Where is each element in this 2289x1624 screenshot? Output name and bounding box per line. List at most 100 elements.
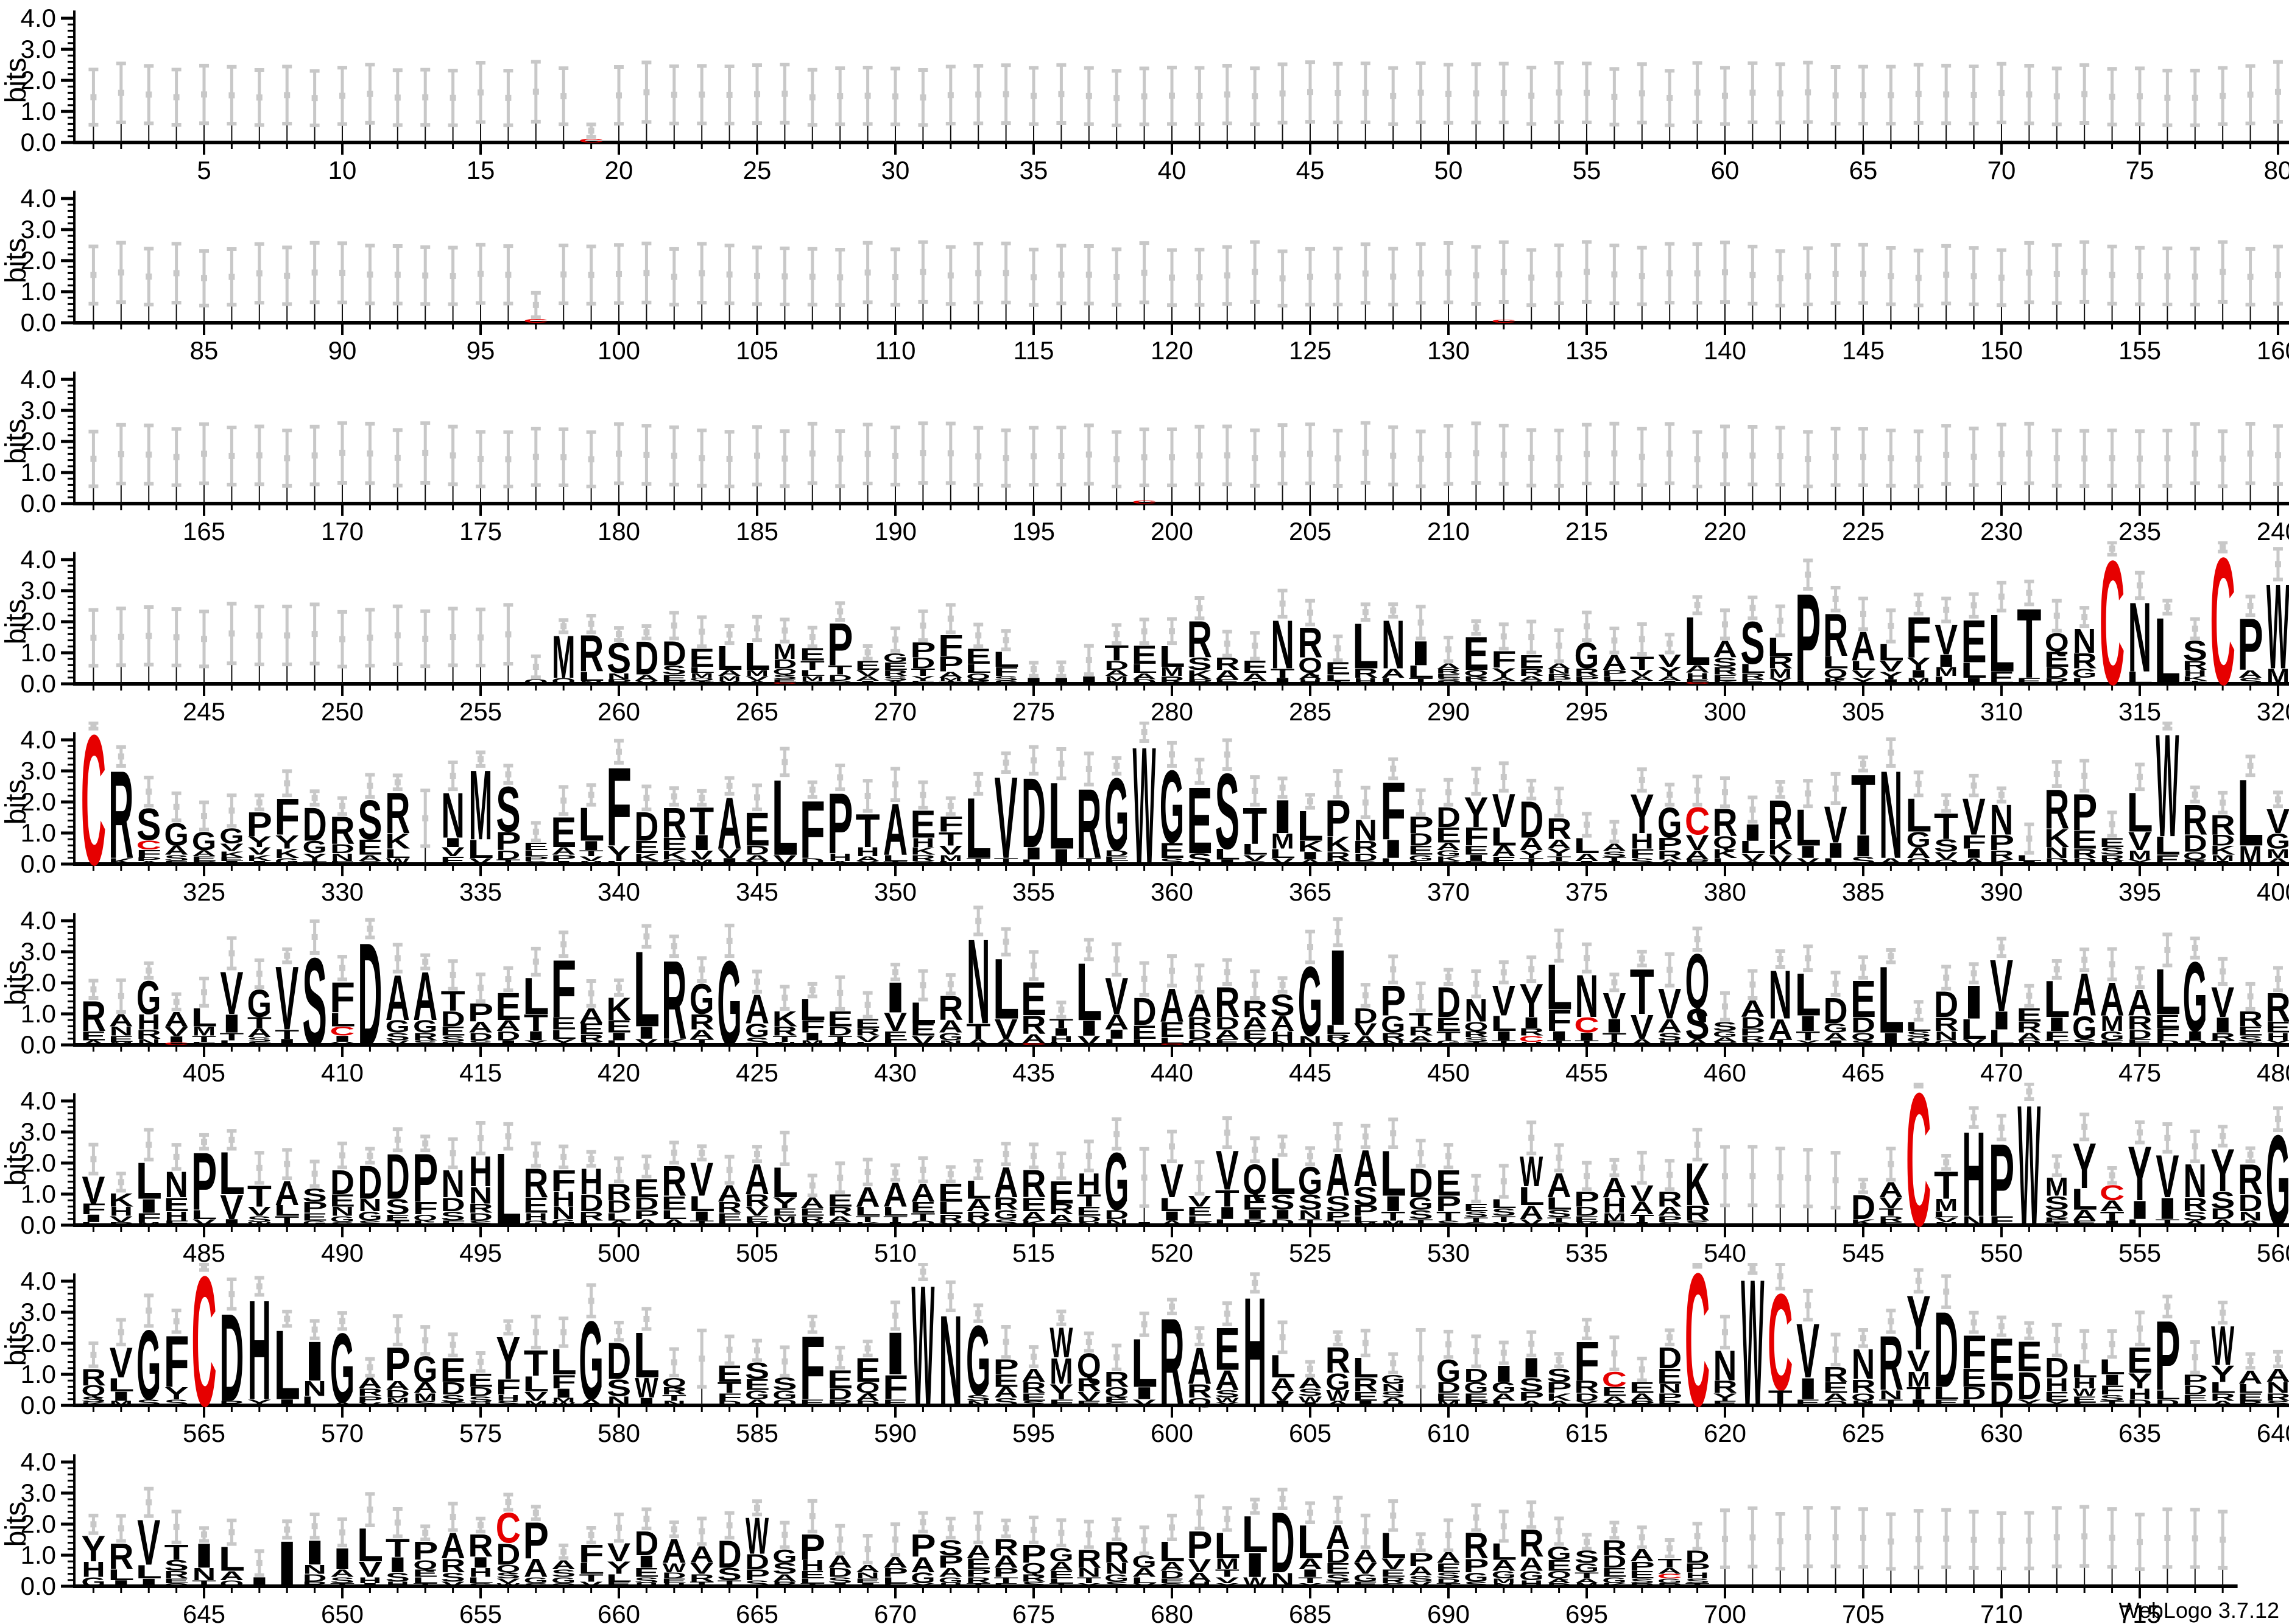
x-tick-label: 490	[321, 1239, 364, 1263]
logo-letter-T-408: T	[275, 1027, 299, 1042]
x-tick-label: 710	[1980, 1600, 2023, 1624]
logo-letter-Q-380: Q	[1713, 833, 1737, 852]
logo-letter-S-661: S	[634, 1575, 658, 1585]
logo-letter-Q-493: Q	[413, 1213, 437, 1223]
logo-letter-V-604: V	[1271, 1390, 1294, 1404]
x-tick-label: 10	[328, 156, 357, 180]
logo-letter-S-514: S	[993, 1217, 1018, 1227]
logo-letter-M-320: M	[2266, 664, 2289, 689]
logo-letter-S-290: S	[1436, 677, 1461, 682]
logo-letter-I-645: I	[193, 1536, 216, 1575]
logo-letter-E-595: E	[1021, 1391, 1046, 1404]
logo-letter-R-351: R	[911, 853, 936, 863]
logo-letter-D-584: D	[718, 1400, 742, 1407]
logo-letter-L-439: L	[1131, 1037, 1158, 1047]
logo-letter-F-576: F	[495, 1375, 521, 1399]
logo-letter-L-467: L	[1905, 1019, 1932, 1034]
logo-letter-A-657: A	[524, 1554, 548, 1583]
logo-letter-S-572: S	[386, 1402, 410, 1407]
logo-letter-E-465: E	[1850, 970, 1876, 1028]
logo-letter-S-594: S	[993, 1396, 1018, 1408]
logo-letter-P-369: P	[1408, 812, 1433, 839]
x-tick-label: 340	[598, 877, 640, 902]
logo-letter-N-495: N	[469, 1182, 492, 1208]
logo-letter-D-572: D	[386, 1388, 410, 1401]
logo-letter-M-395: M	[2128, 848, 2151, 863]
logo-letter-I-634: I	[2101, 1372, 2123, 1389]
logo-letter-E-293: E	[1518, 651, 1544, 673]
logo-letter-E-266: E	[772, 678, 797, 683]
logo-letter-F-481: F	[80, 1201, 106, 1218]
logo-letter-Y-271: Y	[911, 675, 936, 682]
logo-letter-Y-417: Y	[524, 1039, 548, 1046]
logo-letter-D-355: D	[1021, 758, 1046, 868]
logo-letter-I-464: I	[1824, 1039, 1847, 1046]
logo-letter-P-319: P	[2237, 604, 2263, 686]
logo-letter-I-528: I	[1382, 1192, 1405, 1216]
logo-letter-S-425: S	[745, 1035, 769, 1047]
logo-letter-N-569: N	[303, 1377, 326, 1401]
logo-letter-L-506: L	[772, 1159, 799, 1207]
logo-letter-E-521: E	[1187, 1204, 1212, 1219]
logo-letter-L-667: L	[799, 1577, 826, 1584]
x-tick-label: 365	[1289, 877, 1331, 902]
x-tick-label: 425	[736, 1058, 778, 1083]
logo-letter-I-430: I	[884, 973, 907, 1022]
logo-letter-A-373: A	[1519, 835, 1543, 854]
logo-letter-R-561: R	[81, 1365, 106, 1391]
logo-letter-R-259: R	[579, 625, 604, 683]
logo-letter-R-698: R	[1657, 1582, 1682, 1587]
logo-letter-C-554: C	[2100, 1181, 2125, 1206]
logo-letter-G-358: G	[1104, 756, 1129, 873]
logo-letter-E-405: E	[191, 1041, 217, 1046]
logo-letter-I-455: I	[1575, 1030, 1598, 1042]
logo-letter-L-612: L	[1490, 1400, 1517, 1407]
logo-letter-T-343: T	[690, 800, 714, 843]
logo-letter-S-473: S	[2072, 1037, 2097, 1047]
logo-letter-Q-266: Q	[772, 667, 797, 677]
x-tick-label: 305	[1842, 697, 1885, 722]
logo-letter-P-571: P	[357, 1394, 383, 1404]
logo-letter-L-499: L	[578, 1219, 605, 1226]
x-tick-label: 435	[1012, 1058, 1055, 1083]
logo-letter-L-274: L	[993, 647, 1020, 672]
logo-letter-I-355: I	[1023, 844, 1045, 863]
logo-letter-P-501: P	[633, 1207, 659, 1222]
logo-letter-Y-298: Y	[1657, 664, 1682, 679]
logo-letter-P-366: P	[1325, 789, 1350, 847]
logo-letter-E-617: E	[1629, 1380, 1655, 1397]
logo-letter-G-598: G	[1104, 1402, 1129, 1407]
logo-letter-L-470: L	[1988, 1025, 2015, 1050]
x-tick-label: 215	[1565, 517, 1608, 541]
logo-letter-A-402: A	[109, 1011, 133, 1030]
logo-letter-G-531: G	[1464, 1221, 1488, 1226]
logo-letter-I-389: I	[1963, 846, 1985, 861]
logo-letter-I-452: I	[1492, 1028, 1515, 1043]
logo-letter-N-451: N	[1464, 993, 1487, 1028]
logo-letter-T-530: T	[1436, 1209, 1461, 1224]
logo-letter-E-309: E	[1961, 608, 1986, 675]
x-tick-label: 265	[736, 697, 778, 722]
logo-letter-R-654: R	[440, 1555, 465, 1577]
logo-letter-G-367: G	[1353, 860, 1378, 865]
logo-letter-R-446: R	[1325, 1032, 1350, 1042]
logo-letter-E-450: E	[1436, 1013, 1461, 1035]
logo-letter-M-278: M	[1105, 675, 1128, 683]
logo-letter-R-538: R	[1657, 1187, 1682, 1212]
logo-letter-I-605: I	[1299, 1402, 1321, 1407]
y-tick-label: 2.0	[21, 787, 56, 816]
logo-letter-R-620: R	[1712, 1377, 1737, 1397]
x-tick-label: 85	[190, 336, 219, 360]
logo-letter-A-389: A	[1962, 856, 1986, 866]
logo-letter-V-469: V	[1963, 1037, 1986, 1047]
logo-letter-I-289: I	[1409, 634, 1432, 673]
logo-letter-H-285: H	[1299, 678, 1322, 686]
logo-letter-D-393: D	[2072, 856, 2097, 866]
logo-letter-I-627: I	[1907, 1398, 1930, 1408]
logo-letter-A-612: A	[1492, 1391, 1516, 1404]
y-tick-label: 4.0	[21, 4, 56, 32]
logo-letter-A-668: A	[828, 1552, 852, 1572]
logo-letter-V-660: V	[607, 1538, 631, 1567]
logo-letter-V-265: V	[746, 675, 769, 682]
